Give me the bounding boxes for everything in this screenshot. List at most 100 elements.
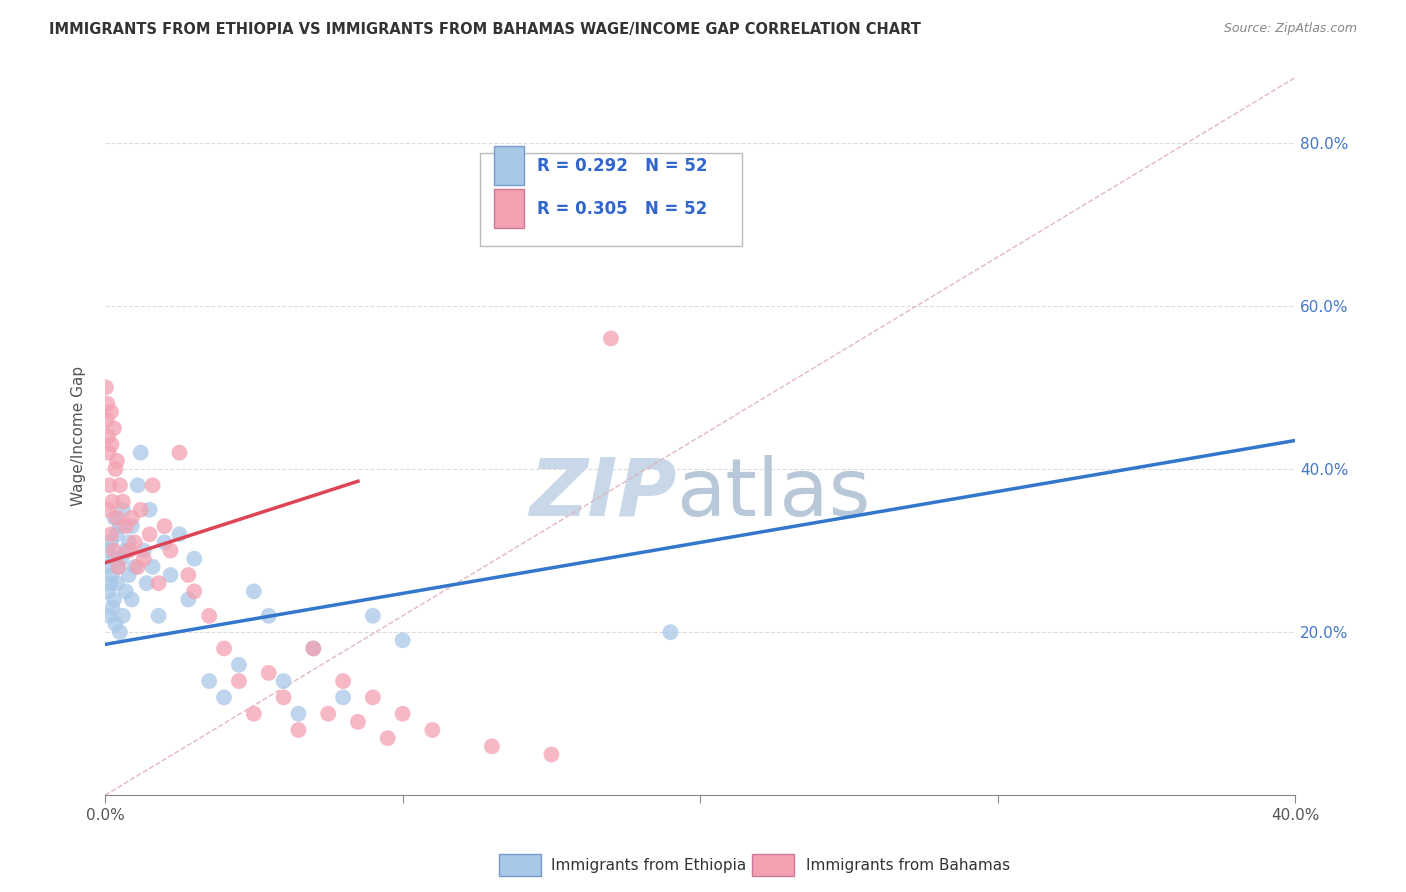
Point (114, 519, 136, 533)
Point (177, 568, 200, 582)
Point (332, 674, 354, 689)
Text: Immigrants from Bahamas: Immigrants from Bahamas (806, 858, 1010, 872)
Text: R = 0.292   N = 52: R = 0.292 N = 52 (537, 157, 707, 175)
Point (228, 674, 250, 689)
Point (104, 617, 127, 632)
Point (183, 551, 205, 566)
Point (257, 608, 280, 623)
Point (103, 421, 125, 435)
Point (97, 429, 120, 443)
Point (100, 527, 122, 541)
Point (104, 462, 127, 476)
Point (100, 405, 122, 419)
Point (100, 576, 122, 591)
Point (257, 665, 280, 680)
Point (103, 551, 125, 566)
Point (98, 608, 121, 623)
Point (129, 503, 152, 517)
Point (148, 608, 170, 623)
Point (159, 543, 181, 558)
Point (391, 706, 413, 721)
Point (316, 706, 339, 721)
Point (347, 714, 370, 729)
Point (659, 625, 682, 640)
Point (121, 519, 143, 533)
Point (377, 731, 399, 746)
Point (124, 560, 146, 574)
Point (96, 560, 118, 574)
Point (243, 584, 266, 599)
Point (177, 592, 200, 607)
Point (153, 535, 176, 549)
Point (138, 527, 160, 541)
Point (97, 445, 120, 459)
Point (96, 413, 118, 427)
Point (127, 478, 149, 492)
Point (105, 454, 128, 468)
Point (243, 706, 266, 721)
Point (183, 584, 205, 599)
Point (111, 608, 134, 623)
Point (108, 519, 131, 533)
Point (132, 543, 155, 558)
Point (198, 674, 221, 689)
Point (481, 739, 503, 754)
Point (97, 503, 120, 517)
Point (212, 641, 235, 656)
Point (105, 511, 128, 525)
Point (103, 543, 125, 558)
Point (169, 527, 191, 541)
Point (422, 723, 444, 737)
Point (273, 690, 295, 705)
Point (121, 511, 143, 525)
Point (111, 503, 134, 517)
Point (153, 519, 176, 533)
Point (135, 576, 157, 591)
Text: IMMIGRANTS FROM ETHIOPIA VS IMMIGRANTS FROM BAHAMAS WAGE/INCOME GAP CORRELATION : IMMIGRANTS FROM ETHIOPIA VS IMMIGRANTS F… (49, 22, 921, 37)
Point (132, 551, 155, 566)
Point (287, 706, 309, 721)
Point (302, 641, 325, 656)
Point (212, 690, 235, 705)
Point (105, 527, 128, 541)
Point (107, 560, 129, 574)
Text: ZIP: ZIP (529, 455, 676, 533)
Point (540, 747, 562, 762)
Point (159, 568, 181, 582)
Point (689, 201, 711, 215)
Point (118, 568, 141, 582)
Point (118, 543, 141, 558)
Point (121, 592, 143, 607)
Point (391, 633, 413, 648)
Point (118, 535, 141, 549)
Point (332, 690, 354, 705)
FancyBboxPatch shape (495, 189, 524, 228)
Point (228, 657, 250, 672)
Point (198, 608, 221, 623)
Point (108, 625, 131, 640)
Point (100, 437, 122, 451)
Y-axis label: Wage/Income Gap: Wage/Income Gap (72, 367, 86, 507)
Point (273, 674, 295, 689)
Point (142, 560, 165, 574)
Point (97, 543, 120, 558)
Point (114, 543, 136, 558)
Point (111, 494, 134, 508)
Point (108, 478, 131, 492)
Point (97, 584, 120, 599)
Text: Source: ZipAtlas.com: Source: ZipAtlas.com (1223, 22, 1357, 36)
Point (101, 600, 124, 615)
Point (94, 380, 117, 394)
Point (110, 551, 132, 566)
Point (105, 576, 128, 591)
Text: R = 0.305   N = 52: R = 0.305 N = 52 (537, 200, 707, 218)
Point (129, 445, 152, 459)
Point (124, 535, 146, 549)
FancyBboxPatch shape (479, 153, 742, 246)
Point (361, 690, 384, 705)
Point (100, 535, 122, 549)
Point (148, 576, 170, 591)
Point (138, 503, 160, 517)
FancyBboxPatch shape (495, 145, 524, 186)
Point (600, 331, 623, 345)
